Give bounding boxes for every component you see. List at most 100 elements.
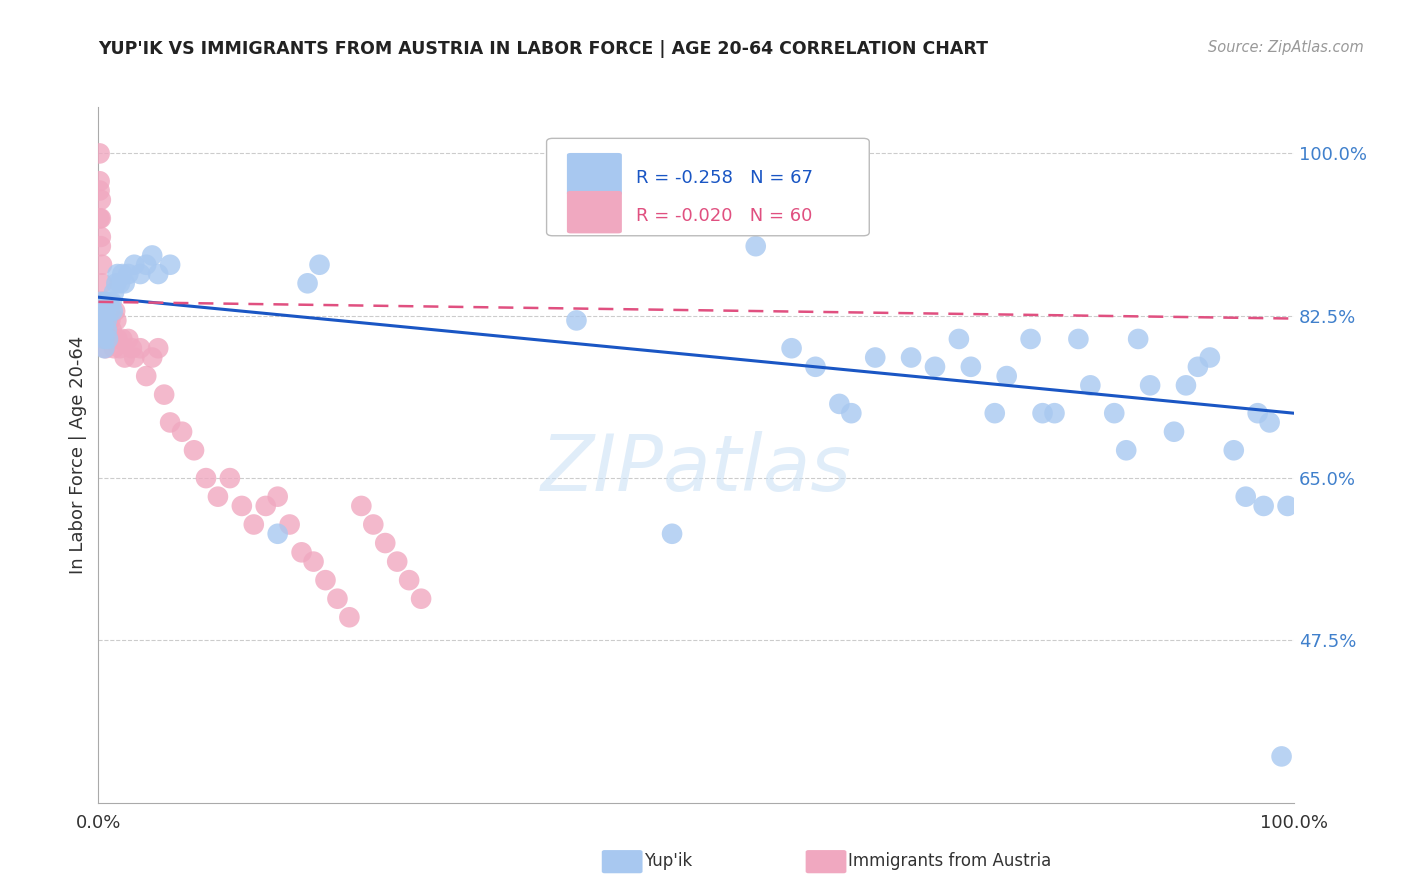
Point xyxy=(1067,332,1090,346)
Point xyxy=(1102,406,1125,420)
Point xyxy=(103,285,125,300)
Point xyxy=(93,341,115,355)
Point xyxy=(97,332,120,346)
Point xyxy=(995,369,1018,384)
Point xyxy=(96,304,118,318)
Point xyxy=(105,313,128,327)
Point xyxy=(135,369,157,384)
Text: Source: ZipAtlas.com: Source: ZipAtlas.com xyxy=(1208,40,1364,55)
Point xyxy=(350,499,373,513)
Point xyxy=(363,517,385,532)
Point xyxy=(91,258,114,272)
Point xyxy=(135,258,157,272)
Point xyxy=(98,294,121,309)
Point xyxy=(89,211,111,226)
Point xyxy=(1175,378,1198,392)
Point xyxy=(1032,406,1054,420)
Point xyxy=(103,341,125,355)
Point xyxy=(108,341,131,355)
Point xyxy=(1128,332,1150,346)
Point xyxy=(94,294,117,309)
Point xyxy=(326,591,349,606)
Point xyxy=(159,416,181,430)
Point xyxy=(1139,378,1161,392)
Point xyxy=(863,351,887,365)
Text: R = -0.258   N = 67: R = -0.258 N = 67 xyxy=(637,169,813,187)
Point xyxy=(97,313,120,327)
Point xyxy=(308,258,330,272)
Y-axis label: In Labor Force | Age 20-64: In Labor Force | Age 20-64 xyxy=(69,335,87,574)
Point xyxy=(207,490,229,504)
Point xyxy=(90,193,112,207)
Point xyxy=(959,359,981,374)
Point xyxy=(172,425,194,439)
Point xyxy=(291,545,314,559)
Point xyxy=(121,341,143,355)
Text: R = -0.020   N = 60: R = -0.020 N = 60 xyxy=(637,207,813,225)
Point xyxy=(114,277,136,291)
Point xyxy=(108,277,131,291)
Point xyxy=(1222,443,1246,458)
Point xyxy=(90,211,112,226)
Point xyxy=(141,248,163,262)
Point xyxy=(90,294,112,309)
Point xyxy=(148,341,170,355)
FancyBboxPatch shape xyxy=(547,138,869,235)
Point xyxy=(89,146,111,161)
Point xyxy=(1258,416,1281,430)
Point xyxy=(98,332,121,346)
Point xyxy=(141,351,163,365)
Point xyxy=(111,332,134,346)
Point xyxy=(565,313,588,327)
Point xyxy=(745,239,768,253)
Point xyxy=(94,294,117,309)
Point xyxy=(124,351,146,365)
Point xyxy=(94,341,117,355)
Point xyxy=(91,313,114,327)
Point xyxy=(91,304,114,318)
Point xyxy=(924,359,946,374)
Point xyxy=(107,332,129,346)
Point xyxy=(339,610,360,624)
Point xyxy=(1019,332,1042,346)
FancyBboxPatch shape xyxy=(567,191,621,234)
Point xyxy=(101,332,124,346)
Point xyxy=(153,387,176,401)
Point xyxy=(1115,443,1137,458)
Point xyxy=(96,313,118,327)
Point xyxy=(231,499,253,513)
Point xyxy=(900,351,922,365)
Point xyxy=(1043,406,1066,420)
Point xyxy=(1234,490,1257,504)
Point xyxy=(159,258,181,272)
Point xyxy=(1277,499,1299,513)
Point xyxy=(254,499,277,513)
Point xyxy=(1246,406,1268,420)
Point xyxy=(398,573,420,587)
Point xyxy=(111,267,134,281)
Point xyxy=(124,258,146,272)
Text: Yup'ik: Yup'ik xyxy=(644,852,692,870)
Point xyxy=(91,323,114,337)
Point xyxy=(385,555,409,569)
Point xyxy=(780,341,803,355)
Point xyxy=(94,304,117,318)
Point xyxy=(91,277,114,291)
Point xyxy=(114,351,136,365)
Point xyxy=(374,536,396,550)
Point xyxy=(984,406,1007,420)
Point xyxy=(1080,378,1102,392)
Text: YUP'IK VS IMMIGRANTS FROM AUSTRIA IN LABOR FORCE | AGE 20-64 CORRELATION CHART: YUP'IK VS IMMIGRANTS FROM AUSTRIA IN LAB… xyxy=(98,40,988,58)
Point xyxy=(91,313,114,327)
Point xyxy=(297,277,319,291)
Point xyxy=(98,313,122,327)
Point xyxy=(804,359,827,374)
Point xyxy=(91,313,114,327)
Point xyxy=(107,267,129,281)
Point xyxy=(1163,425,1185,439)
Point xyxy=(105,277,128,291)
Point xyxy=(104,304,127,318)
Point xyxy=(1187,359,1209,374)
Point xyxy=(243,517,266,532)
Point xyxy=(91,304,114,318)
